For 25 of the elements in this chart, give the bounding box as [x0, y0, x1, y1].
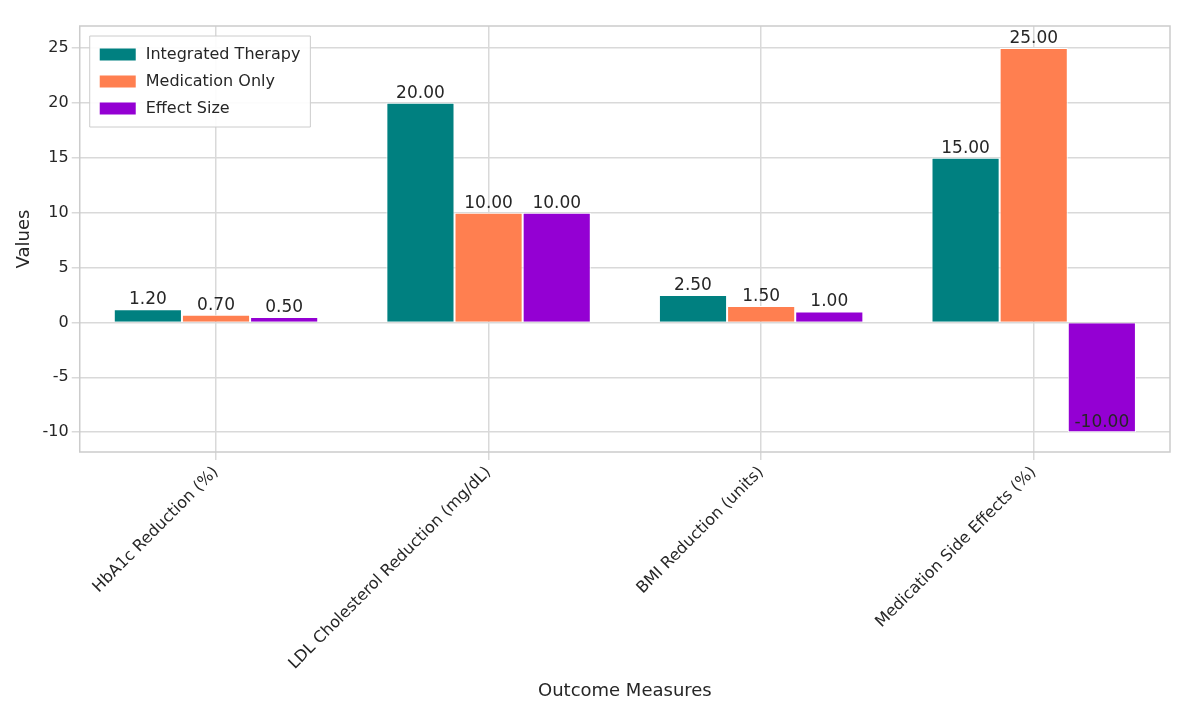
data-label: 0.50	[265, 295, 304, 316]
data-label: 15.00	[941, 136, 990, 157]
legend-label: Integrated Therapy	[145, 43, 301, 63]
y-tick-label: 20	[48, 92, 69, 112]
y-tick-label: 0	[58, 311, 69, 331]
data-label: 1.50	[742, 284, 781, 305]
y-tick-label: -10	[42, 421, 69, 441]
data-label: 25.00	[1009, 26, 1059, 47]
y-axis-title: Values	[12, 209, 34, 269]
data-label: 1.00	[810, 290, 849, 311]
x-axis-title: Outcome Measures	[537, 678, 712, 700]
legend-label: Medication Only	[145, 70, 275, 90]
y-tick-label: 25	[48, 37, 69, 57]
data-label: -10.00	[1074, 411, 1130, 432]
y-tick-label: 10	[48, 201, 69, 221]
y-tick-label: 15	[48, 146, 69, 166]
data-label: 2.50	[674, 273, 712, 294]
data-label: 1.20	[128, 288, 167, 309]
data-label: 0.70	[197, 293, 235, 314]
data-label: 20.00	[396, 81, 445, 102]
legend-label: Effect Size	[145, 97, 230, 117]
y-tick-label: -5	[52, 366, 69, 386]
data-label: 10.00	[532, 191, 582, 212]
y-tick-label: 5	[58, 256, 69, 276]
data-label: 10.00	[464, 191, 513, 212]
